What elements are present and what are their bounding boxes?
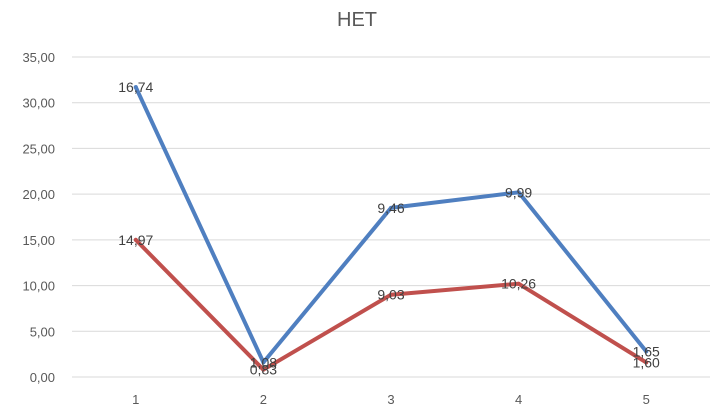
series-2-point bbox=[389, 292, 393, 297]
y-axis-ticks: 0,00 5,00 10,00 15,00 20,00 25,00 30,00 35,00 bbox=[22, 50, 55, 385]
y-tick-label: 0,00 bbox=[30, 370, 55, 385]
x-tick-label: 1 bbox=[132, 392, 139, 407]
x-axis-ticks: 1 2 3 4 5 bbox=[132, 392, 650, 407]
chart-title: НЕТ bbox=[337, 9, 377, 31]
data-label: 9,46 bbox=[377, 200, 404, 216]
series-1-point bbox=[516, 190, 521, 195]
data-label: 1,08 bbox=[250, 354, 277, 370]
y-tick-label: 35,00 bbox=[22, 50, 55, 65]
x-tick-label: 3 bbox=[387, 392, 394, 407]
data-label: 1,60 bbox=[633, 354, 660, 370]
y-tick-label: 20,00 bbox=[22, 187, 55, 202]
x-tick-label: 5 bbox=[643, 392, 650, 407]
y-tick-label: 10,00 bbox=[22, 279, 55, 294]
y-tick-label: 15,00 bbox=[22, 233, 55, 248]
data-label: 14,97 bbox=[118, 232, 153, 248]
data-label: 16,74 bbox=[118, 79, 153, 95]
series-lines bbox=[133, 85, 649, 372]
series-2-point bbox=[133, 237, 138, 242]
data-label: 9,99 bbox=[505, 184, 532, 200]
series-line-1 bbox=[133, 85, 649, 365]
gridlines bbox=[72, 56, 710, 378]
y-tick-label: 5,00 bbox=[30, 324, 55, 339]
series-1-point bbox=[389, 205, 393, 210]
y-tick-label: 25,00 bbox=[22, 141, 55, 156]
series-2-point bbox=[261, 367, 266, 372]
series-1-point bbox=[133, 85, 138, 90]
data-label: 0,83 bbox=[250, 362, 277, 378]
series-line-2 bbox=[133, 237, 649, 372]
x-tick-label: 4 bbox=[515, 392, 522, 407]
data-labels: 16,74 1,08 9,46 9,99 1,65 14,97 0,83 9,03 10,26 1… bbox=[118, 79, 660, 378]
y-tick-label: 30,00 bbox=[22, 96, 55, 111]
series-2-point bbox=[516, 281, 521, 286]
series-2-point bbox=[644, 360, 649, 365]
series-1-point bbox=[644, 349, 649, 354]
x-tick-label: 2 bbox=[260, 392, 267, 407]
data-label: 9,03 bbox=[377, 287, 404, 303]
data-label: 10,26 bbox=[501, 276, 536, 292]
series-1-point bbox=[261, 360, 266, 365]
data-label: 1,65 bbox=[633, 343, 660, 359]
